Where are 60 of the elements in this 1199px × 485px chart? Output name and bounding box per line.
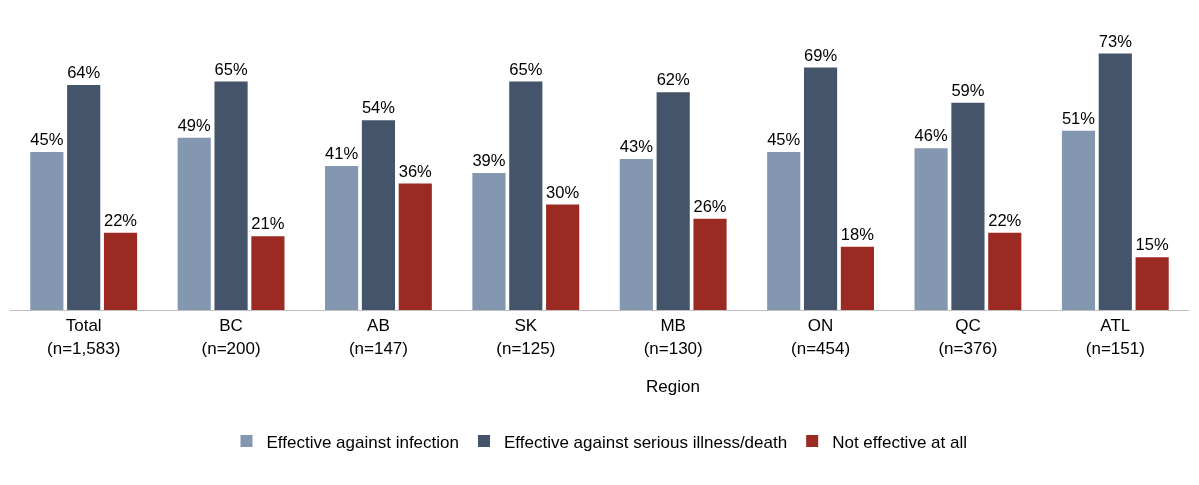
bar (767, 151, 801, 310)
data-label: 69% (804, 45, 838, 65)
data-label: 30% (546, 182, 580, 202)
bar (1098, 53, 1132, 310)
data-label: 21% (251, 214, 285, 234)
x-tick-label: BC (n=200) (201, 316, 261, 358)
bar (840, 246, 874, 310)
bar (656, 92, 690, 310)
legend-label: Not effective at all (832, 432, 967, 452)
x-tick-label: ATL (n=151) (1085, 316, 1145, 358)
bar (1061, 130, 1096, 310)
legend-label: Effective against infection (266, 432, 459, 452)
legend-label: Effective against serious illness/death (503, 432, 788, 452)
data-label: 46% (914, 126, 948, 146)
bar (914, 148, 948, 310)
bar (251, 236, 285, 310)
data-label: 26% (693, 196, 727, 216)
x-tick-label: ON (n=454) (791, 316, 851, 358)
data-label: 65% (509, 59, 543, 79)
bar (325, 165, 359, 310)
x-tick-label: MB (n=130) (643, 316, 703, 358)
data-label: 41% (325, 144, 359, 164)
data-label: 65% (214, 59, 248, 79)
data-label: 59% (951, 80, 985, 100)
data-label: 45% (30, 129, 64, 149)
x-tick-label: Total (n=1,583) (47, 316, 121, 358)
bar (951, 102, 985, 310)
bar (30, 151, 64, 310)
bar (67, 85, 101, 310)
data-label: 43% (619, 137, 654, 157)
bar (472, 172, 506, 310)
bar (361, 120, 396, 310)
data-label: 49% (177, 115, 212, 135)
text: Region (646, 377, 700, 396)
data-label: 18% (840, 224, 875, 244)
bar (803, 67, 838, 310)
data-label: 36% (398, 161, 433, 181)
data-label: 54% (361, 98, 396, 118)
bar (546, 204, 580, 310)
bar (103, 232, 138, 310)
bar (619, 158, 653, 310)
data-label: 39% (472, 151, 506, 171)
bar (177, 137, 211, 310)
data-label: 51% (1061, 108, 1096, 128)
data-label: 22% (103, 210, 138, 230)
data-label: 64% (67, 63, 101, 83)
data-label: 62% (656, 70, 691, 90)
bar (1135, 257, 1169, 310)
x-tick-label: AB (n=147) (348, 316, 408, 358)
bar (693, 218, 727, 310)
x-tick-label: SK (n=125) (496, 316, 556, 358)
bar (398, 183, 432, 310)
data-label: 15% (1135, 235, 1169, 255)
bar (214, 81, 248, 310)
bar (988, 232, 1022, 310)
data-label: 22% (988, 210, 1022, 230)
x-tick-label: QC (n=376) (938, 316, 998, 358)
data-label: 45% (767, 129, 801, 149)
bar (509, 81, 543, 310)
data-label: 73% (1098, 31, 1133, 51)
